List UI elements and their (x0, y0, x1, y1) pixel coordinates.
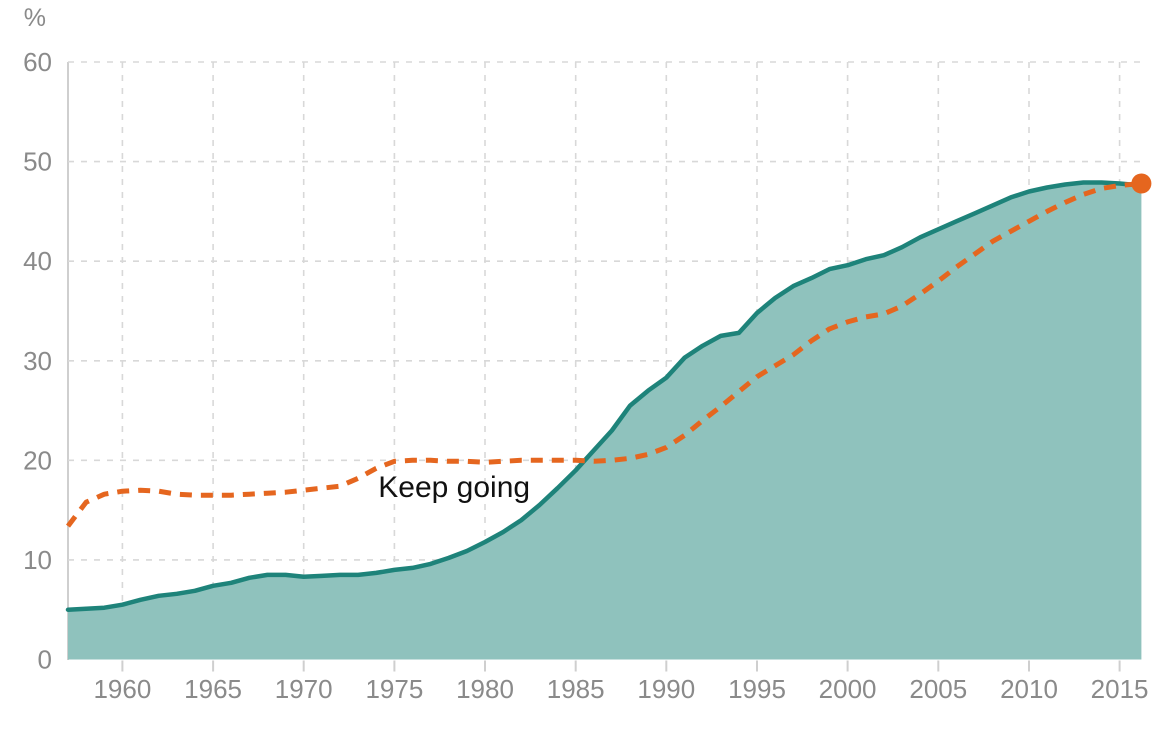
x-tick-label: 1965 (184, 674, 242, 704)
y-axis-unit-label: % (24, 4, 46, 32)
x-tick-label: 1970 (275, 674, 333, 704)
x-tick-label: 2000 (819, 674, 877, 704)
x-tick-label: 2010 (1000, 674, 1058, 704)
y-tick-label: 30 (23, 346, 52, 376)
y-tick-label: 60 (23, 47, 52, 77)
x-tick-label: 1960 (93, 674, 151, 704)
annotation-keep-going: Keep going (378, 471, 530, 504)
x-tick-label: 1980 (456, 674, 514, 704)
y-tick-label: 20 (23, 445, 52, 475)
x-tick-label: 1985 (547, 674, 605, 704)
y-tick-label: 40 (23, 246, 52, 276)
x-tick-label: 1990 (637, 674, 695, 704)
area-fill (68, 182, 1142, 660)
area-line (65, 180, 1144, 612)
x-tick-label: 2015 (1091, 674, 1149, 704)
x-tick-label: 1975 (365, 674, 423, 704)
endpoint-dot (1131, 173, 1152, 194)
y-tick-label: 10 (23, 545, 52, 575)
x-tick-label: 2005 (909, 674, 967, 704)
y-tick-label: 50 (23, 147, 52, 177)
y-tick-label: 0 (38, 645, 52, 675)
x-tick-label: 1995 (728, 674, 786, 704)
dashed-line (66, 181, 1142, 528)
